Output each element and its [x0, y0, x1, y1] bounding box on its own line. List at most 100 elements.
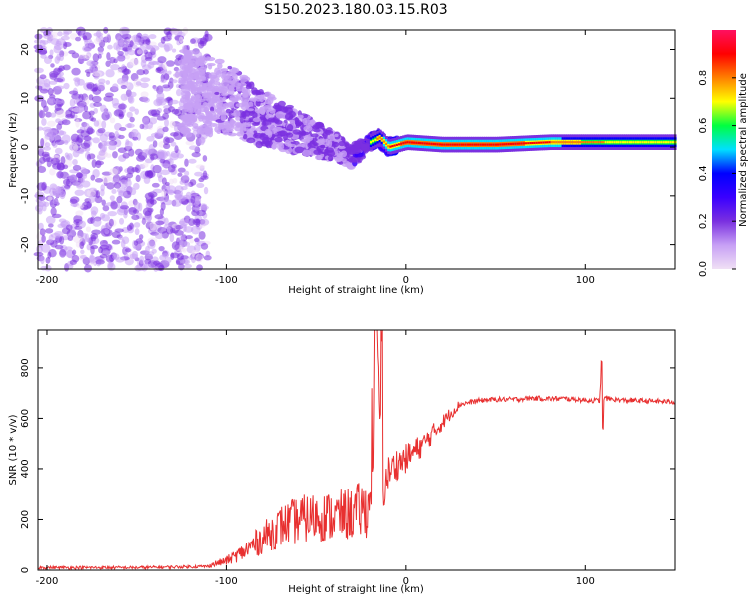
spectrogram-cell [203, 82, 212, 87]
spectrogram-band-cell [535, 141, 539, 144]
spectrogram-band-cell [632, 141, 636, 144]
spectrogram-cell [71, 52, 80, 59]
spectrogram-cell [109, 195, 115, 201]
spectrogram-cell [328, 133, 335, 142]
spectrogram-cell [164, 118, 169, 128]
spectrogram-band-cell [568, 141, 572, 144]
spectrogram-cell [182, 96, 191, 100]
spectrogram-cell [123, 212, 128, 219]
spectrogram-cell [111, 239, 121, 245]
spectrogram-cell [297, 114, 304, 119]
spectrogram-cell [241, 101, 248, 107]
spectrogram-cell [34, 67, 44, 74]
spectrogram-band-cell [667, 141, 671, 144]
spectrogram-band-cell [619, 141, 623, 144]
spectrogram-cell [180, 114, 189, 122]
spectrogram-cell [92, 137, 100, 144]
colorbar-tick-label: 0.8 [698, 70, 709, 86]
spectrogram-cell [54, 244, 64, 250]
spectrogram-cell [161, 163, 171, 168]
spectrogram-band-cell [505, 143, 509, 146]
spectrogram-cell [73, 77, 81, 82]
spectrogram-band-cell [428, 142, 432, 145]
spectrogram-cell [182, 259, 189, 264]
spectrogram-cell [133, 182, 140, 190]
spectrogram-cell [196, 87, 202, 94]
spectrogram-cell [340, 150, 348, 158]
spectrogram-cell [134, 201, 141, 211]
spectrogram-band-cell [503, 143, 507, 146]
spectrogram-band-cell [385, 142, 389, 146]
spectrogram-cell [43, 146, 52, 151]
spectrogram-cell [45, 228, 54, 234]
spectrogram-cell [183, 219, 190, 224]
spectrogram-cell [264, 128, 271, 136]
spectrogram-cell [75, 118, 80, 128]
spectrogram-cell [107, 260, 113, 270]
spectrogram-cell [58, 54, 64, 62]
spectrogram-cell [183, 65, 190, 70]
spectrogram-cell [49, 112, 57, 118]
spectrogram-cell [241, 122, 247, 131]
spectrogram-cell [58, 218, 67, 223]
spectrogram-band-cell [548, 141, 552, 144]
spectrogram-cell [62, 164, 69, 170]
spectrogram-cell [101, 175, 111, 184]
spectrogram-cell [83, 135, 92, 141]
spectrogram-band-cell [578, 141, 582, 144]
spectrogram-cell [40, 54, 47, 59]
spectrogram-cell [136, 69, 146, 76]
spectrogram-y-tick-label: 10 [20, 92, 31, 105]
spectrogram-cell [178, 36, 184, 44]
spectrogram-cell [191, 152, 201, 158]
spectrogram-y-ticks: -20 -10 0 10 20 [20, 43, 675, 253]
spectrogram-cell [341, 160, 351, 167]
snr-x-tick-label: 0 [403, 576, 409, 587]
spectrogram-cell [73, 143, 79, 152]
spectrogram-cell [227, 132, 237, 137]
snr-x-axis-label: Height of straight line (km) [288, 584, 424, 595]
spectrogram-cell [214, 58, 225, 64]
spectrogram-cell [92, 53, 100, 62]
spectrogram-cell [189, 179, 197, 186]
snr-x-tick-label: -200 [36, 576, 59, 587]
spectrogram-band-cell [613, 141, 617, 144]
spectrogram-cell [248, 110, 254, 117]
spectrogram-cell [105, 80, 111, 85]
spectrogram-band-cell [652, 141, 656, 144]
spectrogram-band-cell [552, 141, 556, 144]
spectrogram-band-cell [436, 143, 440, 146]
spectrogram-cell [149, 221, 157, 231]
spectrogram-cell [183, 263, 192, 269]
spectrogram-cell [169, 153, 179, 161]
spectrogram-cell [311, 133, 319, 138]
snr-x-ticks: -200 -100 0 100 [36, 330, 595, 587]
snr-x-tick-label: 100 [576, 576, 595, 587]
spectrogram-band-cell [404, 141, 408, 144]
spectrogram-cell [332, 141, 340, 148]
spectrogram-cell [169, 99, 179, 105]
spectrogram-cell [129, 40, 134, 48]
spectrogram-cell [315, 121, 324, 128]
spectrogram-cell [132, 209, 140, 214]
spectrogram-cell [158, 245, 165, 252]
spectrogram-band-cell [484, 143, 488, 146]
spectrogram-cell [121, 33, 132, 40]
spectrogram-plot-frame [37, 29, 676, 270]
spectrogram-cell [182, 27, 189, 35]
spectrogram-cell [97, 82, 105, 91]
spectrogram-cell [221, 96, 227, 101]
spectrogram-cell [88, 41, 95, 49]
spectrogram-band-cell [555, 141, 559, 144]
spectrogram-cell [177, 167, 186, 173]
spectrogram-cell [126, 166, 135, 175]
spectrogram-cell [134, 265, 142, 272]
spectrogram-cell [90, 174, 96, 181]
spectrogram-cell [99, 244, 110, 250]
spectrogram-cell [175, 260, 181, 266]
spectrogram-cell [53, 78, 64, 83]
spectrogram-cell [83, 264, 93, 273]
spectrogram-cell [199, 56, 205, 62]
spectrogram-cell [167, 164, 176, 173]
